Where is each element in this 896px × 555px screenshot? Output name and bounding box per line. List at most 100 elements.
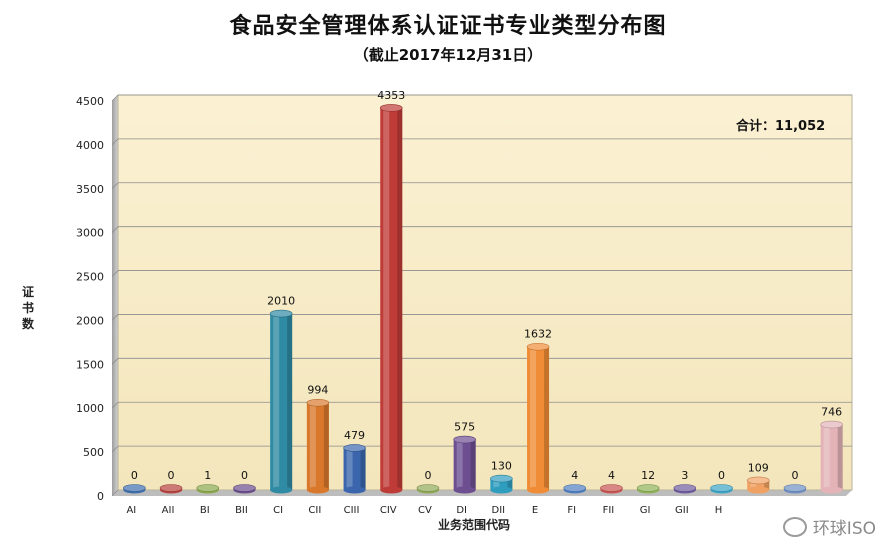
y-axis-label: 证 — [22, 285, 34, 299]
bar-base — [527, 486, 550, 494]
x-tick-label: CIII — [344, 505, 360, 516]
data-label: 1632 — [524, 328, 552, 341]
bar — [159, 484, 183, 494]
x-tick-label: BI — [200, 505, 210, 516]
bar — [526, 342, 550, 494]
bar — [673, 484, 697, 494]
bar-base — [490, 486, 513, 494]
y-tick-label: 1500 — [76, 358, 104, 371]
bar — [820, 420, 843, 494]
bar-base — [380, 486, 403, 494]
bar-top — [636, 484, 660, 492]
bar-highlight — [823, 424, 830, 490]
bar-highlight — [383, 107, 390, 491]
bar-top — [746, 476, 770, 485]
bar-top — [233, 484, 256, 492]
gridline-side — [111, 489, 119, 497]
x-tick-label: CV — [418, 505, 432, 516]
bar — [636, 484, 660, 494]
bar-top — [783, 484, 807, 492]
data-label: 994 — [307, 384, 328, 397]
data-label: 479 — [344, 429, 365, 442]
bar-base — [820, 486, 843, 494]
x-tick-label: H — [715, 505, 723, 516]
plot-floor — [112, 490, 852, 496]
watermark-text: 环球ISO — [812, 519, 876, 539]
y-tick-label: 3000 — [76, 227, 104, 240]
bar-shadow — [287, 313, 293, 490]
y-tick-label: 2000 — [76, 314, 104, 327]
data-label: 2010 — [267, 295, 295, 308]
bar-shadow — [470, 439, 476, 490]
bar-base — [306, 486, 329, 494]
gridline-side — [111, 358, 119, 365]
bar-body — [490, 478, 513, 490]
bar-shadow — [764, 480, 770, 490]
x-tick-label: GII — [675, 505, 689, 516]
gridline-side — [111, 226, 119, 233]
gridline-side — [111, 445, 119, 453]
data-label: 0 — [791, 469, 798, 482]
y-axis-label: 书 — [22, 300, 34, 315]
data-label: 746 — [821, 406, 842, 419]
x-tick-label: AII — [162, 505, 175, 516]
bar-highlight — [750, 480, 757, 490]
bar — [710, 484, 733, 494]
x-tick-label: CIV — [380, 505, 397, 516]
bar — [343, 444, 366, 494]
data-label: 0 — [241, 469, 248, 482]
bar — [306, 398, 330, 494]
bar-shadow — [397, 107, 403, 491]
y-tick-label: 3500 — [76, 183, 104, 196]
bar-top — [563, 484, 587, 492]
plot-side-wall — [112, 95, 118, 496]
data-label: 130 — [491, 460, 512, 473]
bar-shadow — [837, 424, 843, 490]
data-label: 1 — [204, 469, 211, 482]
bar-base — [453, 486, 476, 494]
data-label: 4 — [571, 469, 578, 482]
gridline-side — [111, 401, 119, 409]
y-tick-label: 500 — [83, 446, 104, 459]
data-label: 109 — [748, 461, 769, 474]
wechat-icon — [782, 516, 807, 537]
bar-base — [747, 486, 770, 494]
data-label: 575 — [454, 421, 475, 434]
bar-highlight — [309, 402, 316, 490]
bar-top — [600, 484, 623, 492]
x-tick-label: FI — [567, 505, 576, 516]
bar-top — [196, 484, 220, 492]
bar-shadow — [544, 346, 550, 490]
bar-top — [416, 484, 440, 492]
gridline-side — [111, 270, 119, 277]
bar-top — [343, 444, 366, 452]
x-tick-label: E — [532, 505, 538, 516]
plot-area — [117, 94, 853, 491]
bar-shadow — [507, 478, 513, 490]
bar-highlight — [346, 447, 353, 490]
gridline-side — [111, 182, 119, 190]
bar — [233, 484, 256, 494]
bar-top — [710, 484, 733, 492]
data-label: 12 — [641, 469, 655, 482]
x-tick-label: FII — [603, 505, 615, 516]
bar-top — [306, 398, 330, 407]
data-label: 0 — [131, 469, 138, 482]
bar-body — [747, 480, 770, 490]
bar-top — [490, 474, 513, 483]
bar-shadow — [360, 447, 366, 490]
bar-base — [343, 486, 366, 494]
x-tick-label: DII — [492, 505, 506, 516]
bar-top — [159, 484, 183, 492]
data-label: 0 — [718, 469, 725, 482]
bar — [746, 476, 770, 494]
bar — [379, 104, 403, 494]
bar — [563, 484, 587, 494]
bar-top — [673, 484, 697, 492]
y-tick-label: 2500 — [76, 271, 104, 284]
bar — [600, 484, 623, 494]
data-label: 0 — [168, 469, 175, 482]
total-annotation: 合计：11,052 — [736, 118, 825, 134]
bar-base — [270, 486, 293, 494]
bar-top — [379, 104, 403, 112]
